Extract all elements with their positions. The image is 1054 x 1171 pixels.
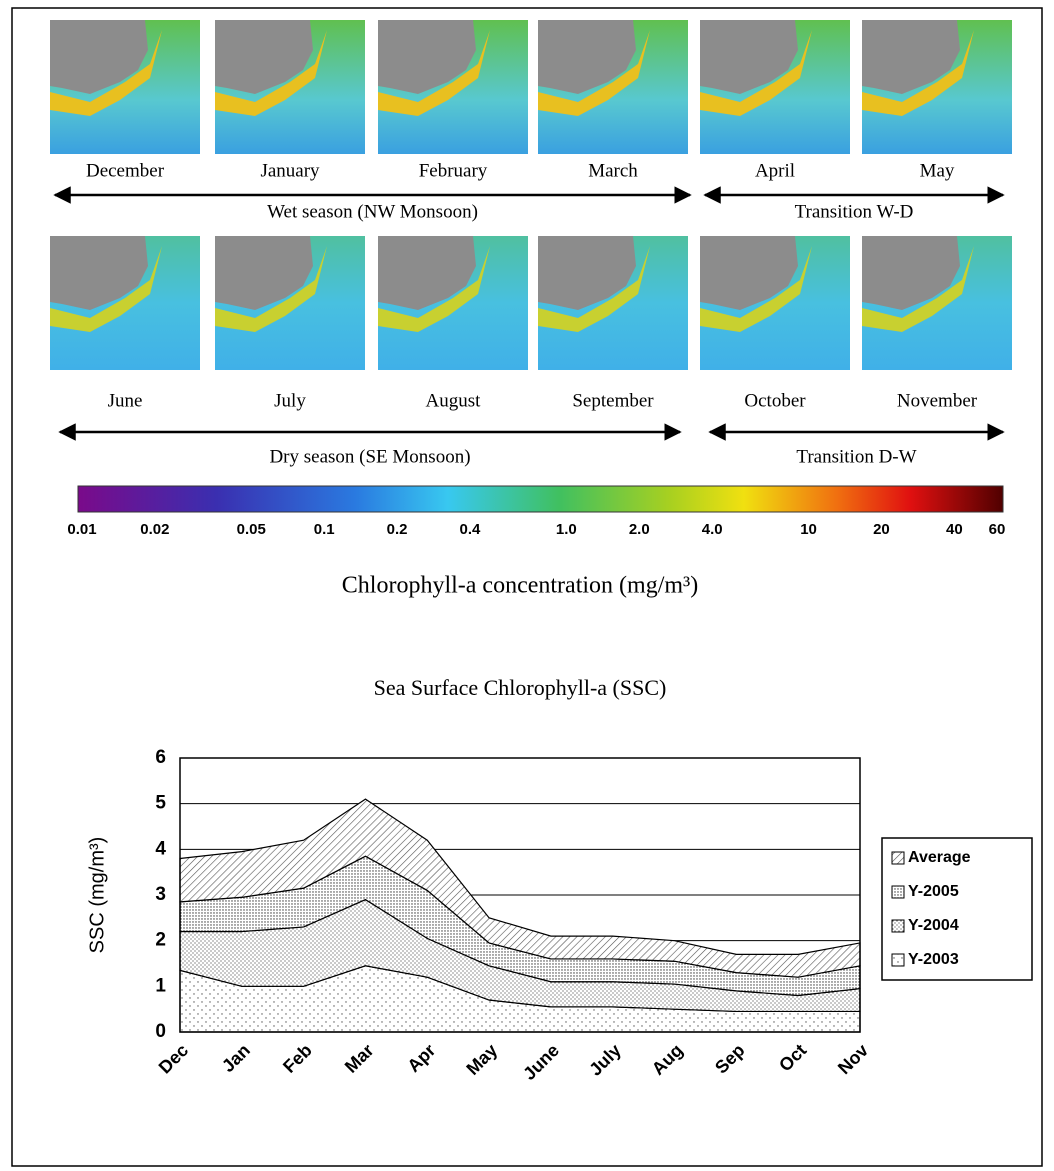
x-tick-label: Dec: [155, 1040, 192, 1077]
colorbar-label: Chlorophyll-a concentration (mg/m³): [342, 573, 698, 599]
map-image: [50, 236, 200, 370]
season-label: Dry season (SE Monsoon): [269, 446, 470, 467]
y-axis-label: SSC (mg/m³): [86, 837, 108, 954]
legend-swatch: [892, 886, 904, 898]
colorbar-tick-label: 0.02: [140, 521, 169, 538]
month-label: October: [744, 390, 806, 411]
map-image: [378, 20, 528, 154]
map-image: [700, 20, 850, 154]
figure: Chlorophyll-a concentration (mg/m³) Sea …: [0, 0, 1054, 1171]
month-label: April: [755, 160, 795, 181]
map-image: [215, 20, 365, 154]
map-image: [378, 236, 528, 370]
y-tick-label: 2: [155, 930, 166, 951]
x-tick-label: Nov: [834, 1040, 872, 1078]
colorbar-tick-label: 60: [989, 521, 1006, 538]
season-label: Transition W-D: [795, 201, 914, 222]
legend-label: Y-2003: [908, 951, 959, 968]
x-tick-label: May: [462, 1040, 501, 1079]
legend-swatch: [892, 954, 904, 966]
x-tick-label: Aug: [648, 1040, 687, 1079]
colorbar-tick-label: 0.05: [237, 521, 266, 538]
colorbar-tick-label: 1.0: [556, 521, 577, 538]
legend-label: Average: [908, 849, 971, 866]
month-label: July: [274, 390, 306, 411]
map-image: [700, 236, 850, 370]
x-tick-label: June: [519, 1040, 563, 1084]
y-tick-label: 0: [155, 1021, 166, 1042]
y-tick-label: 6: [155, 747, 166, 768]
month-label: March: [588, 160, 638, 181]
colorbar-tick-label: 0.1: [314, 521, 335, 538]
legend-label: Y-2005: [908, 883, 959, 900]
colorbar-tick-label: 0.01: [67, 521, 96, 538]
x-tick-label: Feb: [279, 1040, 316, 1077]
x-tick-label: July: [585, 1040, 625, 1080]
colorbar-tick-label: 0.4: [460, 521, 482, 538]
map-image: [50, 20, 200, 154]
month-label: December: [86, 160, 165, 181]
map-image: [215, 236, 365, 370]
y-tick-label: 3: [155, 884, 166, 905]
y-tick-label: 1: [155, 975, 166, 996]
y-tick-label: 5: [155, 793, 166, 814]
month-label: September: [572, 390, 654, 411]
month-label: February: [419, 160, 488, 181]
y-tick-label: 4: [155, 838, 166, 859]
month-label: August: [426, 390, 482, 411]
x-tick-label: Apr: [403, 1040, 439, 1076]
month-label: January: [260, 160, 320, 181]
colorbar-tick-label: 0.2: [387, 521, 408, 538]
colorbar-tick-label: 10: [800, 521, 817, 538]
month-label: May: [920, 160, 955, 181]
colorbar-tick-label: 20: [873, 521, 890, 538]
season-label: Transition D-W: [796, 446, 916, 467]
season-label: Wet season (NW Monsoon): [267, 201, 478, 222]
legend-swatch: [892, 852, 904, 864]
month-label: June: [108, 390, 143, 411]
legend-swatch: [892, 920, 904, 932]
map-image: [538, 20, 688, 154]
colorbar: [78, 486, 1003, 512]
chart-title: Sea Surface Chlorophyll-a (SSC): [374, 675, 667, 700]
month-label: November: [897, 390, 978, 411]
x-tick-label: Oct: [775, 1040, 810, 1075]
x-tick-label: Jan: [218, 1040, 254, 1076]
x-tick-label: Mar: [341, 1040, 378, 1077]
colorbar-tick-label: 2.0: [629, 521, 650, 538]
colorbar-tick-label: 40: [946, 521, 963, 538]
legend-label: Y-2004: [908, 917, 959, 934]
x-tick-label: Sep: [711, 1040, 748, 1077]
map-image: [538, 236, 688, 370]
colorbar-tick-label: 4.0: [702, 521, 723, 538]
map-image: [862, 236, 1012, 370]
map-image: [862, 20, 1012, 154]
